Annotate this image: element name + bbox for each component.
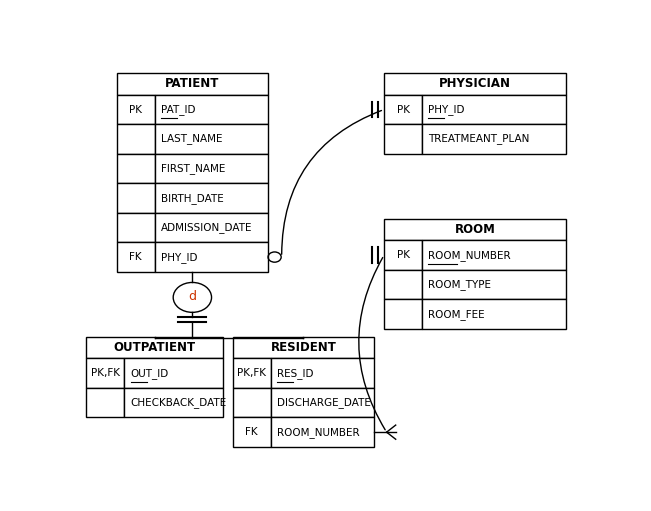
Text: PHYSICIAN: PHYSICIAN bbox=[439, 78, 511, 90]
Bar bbox=[117, 242, 154, 272]
Bar bbox=[154, 183, 268, 213]
Bar bbox=[154, 213, 268, 242]
Text: ADMISSION_DATE: ADMISSION_DATE bbox=[161, 222, 253, 233]
Text: ROOM_FEE: ROOM_FEE bbox=[428, 309, 485, 319]
Text: ROOM_NUMBER: ROOM_NUMBER bbox=[277, 427, 360, 437]
Text: ROOM: ROOM bbox=[454, 223, 495, 236]
Text: DISCHARGE_DATE: DISCHARGE_DATE bbox=[277, 397, 371, 408]
Bar bbox=[117, 154, 154, 183]
Bar bbox=[87, 358, 124, 388]
Text: PAT_ID: PAT_ID bbox=[161, 104, 195, 115]
Bar bbox=[233, 358, 271, 388]
Text: BIRTH_DATE: BIRTH_DATE bbox=[161, 193, 224, 203]
Bar bbox=[117, 95, 154, 124]
Bar bbox=[271, 358, 374, 388]
Text: d: d bbox=[188, 290, 197, 303]
Text: RES_ID: RES_ID bbox=[277, 368, 314, 379]
Text: PHY_ID: PHY_ID bbox=[161, 251, 198, 263]
Bar bbox=[384, 240, 422, 270]
Bar bbox=[384, 270, 422, 299]
Text: PK: PK bbox=[396, 250, 409, 260]
Bar bbox=[117, 73, 268, 95]
Text: OUTPATIENT: OUTPATIENT bbox=[113, 341, 195, 354]
Bar bbox=[422, 95, 566, 124]
Bar bbox=[271, 388, 374, 417]
Bar bbox=[233, 388, 271, 417]
Bar bbox=[422, 240, 566, 270]
Bar bbox=[87, 337, 223, 358]
Bar bbox=[233, 337, 374, 358]
Bar bbox=[384, 219, 566, 240]
Bar bbox=[124, 388, 223, 417]
Bar bbox=[117, 213, 154, 242]
Bar bbox=[154, 95, 268, 124]
Text: CHECKBACK_DATE: CHECKBACK_DATE bbox=[131, 397, 227, 408]
Text: PK: PK bbox=[396, 105, 409, 114]
Bar bbox=[233, 417, 271, 447]
Bar bbox=[422, 270, 566, 299]
Bar bbox=[154, 154, 268, 183]
Text: ROOM_TYPE: ROOM_TYPE bbox=[428, 279, 492, 290]
Bar bbox=[154, 124, 268, 154]
Bar bbox=[154, 242, 268, 272]
Text: LAST_NAME: LAST_NAME bbox=[161, 133, 223, 145]
Bar bbox=[384, 95, 422, 124]
Bar bbox=[271, 417, 374, 447]
Text: FIRST_NAME: FIRST_NAME bbox=[161, 163, 225, 174]
Text: PK,FK: PK,FK bbox=[237, 368, 266, 378]
Text: OUT_ID: OUT_ID bbox=[131, 368, 169, 379]
Text: TREATMEANT_PLAN: TREATMEANT_PLAN bbox=[428, 133, 530, 145]
Bar bbox=[384, 299, 422, 329]
Text: PATIENT: PATIENT bbox=[165, 78, 219, 90]
Bar bbox=[117, 124, 154, 154]
Text: ROOM_NUMBER: ROOM_NUMBER bbox=[428, 250, 511, 261]
Text: PK: PK bbox=[129, 105, 142, 114]
Bar bbox=[384, 73, 566, 95]
Bar bbox=[422, 299, 566, 329]
Text: PHY_ID: PHY_ID bbox=[428, 104, 465, 115]
Bar bbox=[117, 183, 154, 213]
Bar bbox=[87, 388, 124, 417]
Bar bbox=[422, 124, 566, 154]
Bar bbox=[124, 358, 223, 388]
Bar bbox=[384, 124, 422, 154]
Text: FK: FK bbox=[245, 427, 258, 437]
Text: RESIDENT: RESIDENT bbox=[270, 341, 337, 354]
Text: PK,FK: PK,FK bbox=[91, 368, 120, 378]
Text: FK: FK bbox=[130, 252, 142, 262]
